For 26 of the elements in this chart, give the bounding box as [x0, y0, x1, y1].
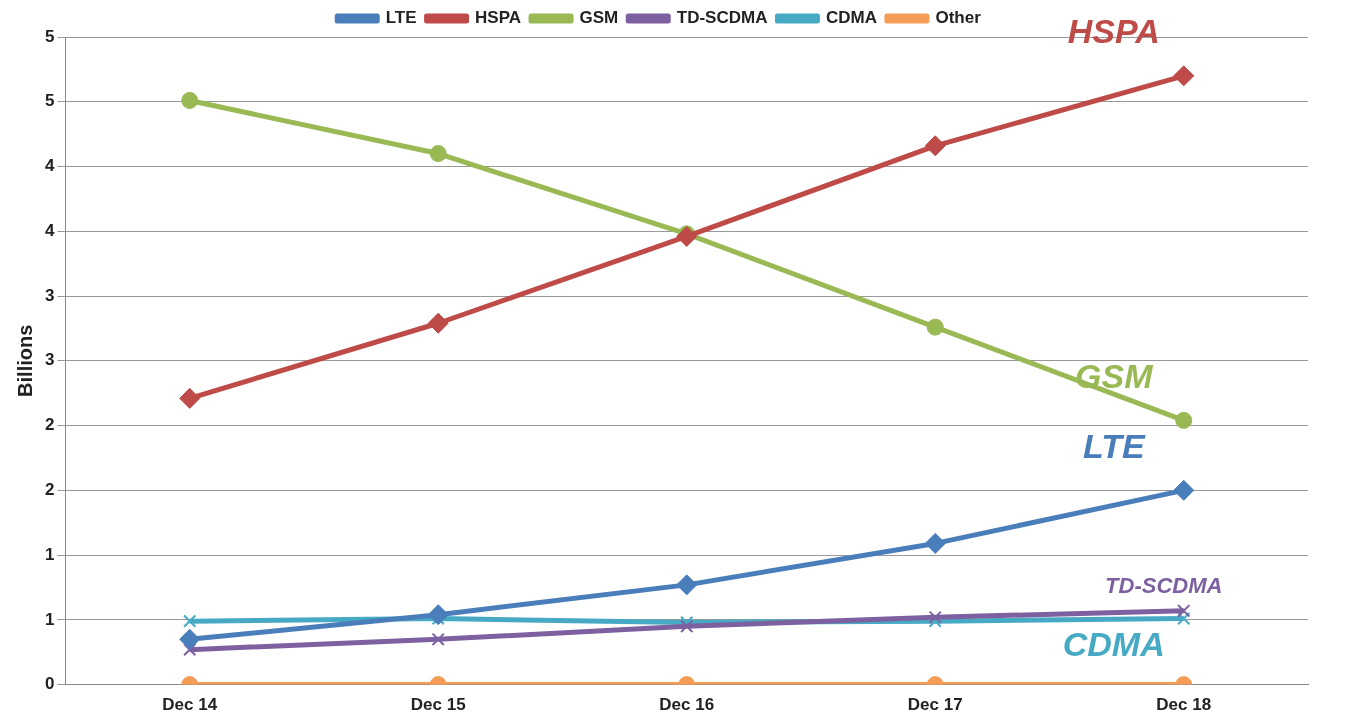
x-tick-label: Dec 16 — [659, 695, 715, 715]
y-tick-label: 1 — [44, 609, 55, 629]
annotation: TD-SCDMA — [1105, 572, 1223, 598]
legend-label: HSPA — [475, 8, 522, 28]
legend-label: GSM — [579, 8, 619, 28]
legend-label: LTE — [385, 8, 417, 28]
y-tick-label: 1 — [44, 544, 55, 564]
y-tick-label: 5 — [44, 26, 55, 46]
x-tick-label: Dec 17 — [907, 695, 963, 715]
y-tick-label: 5 — [44, 91, 55, 111]
y-tick-label: 4 — [44, 220, 55, 240]
y-tick-label: 2 — [44, 480, 55, 500]
annotation: CDMA — [1062, 624, 1165, 663]
y-tick-label: 0 — [44, 674, 55, 694]
y-axis-title: Billions — [13, 324, 36, 397]
legend-label: CDMA — [825, 8, 877, 28]
x-tick-label: Dec 14 — [162, 695, 218, 715]
legend-label: TD-SCDMA — [676, 8, 768, 28]
y-tick-label: 2 — [44, 415, 55, 435]
x-tick-label: Dec 18 — [1156, 695, 1212, 715]
annotation: LTE — [1082, 426, 1146, 465]
x-tick-label: Dec 15 — [410, 695, 466, 715]
legend-label: Other — [935, 8, 982, 28]
y-tick-label: 3 — [44, 285, 55, 305]
y-tick-label: 4 — [44, 156, 55, 176]
y-tick-label: 3 — [44, 350, 55, 370]
